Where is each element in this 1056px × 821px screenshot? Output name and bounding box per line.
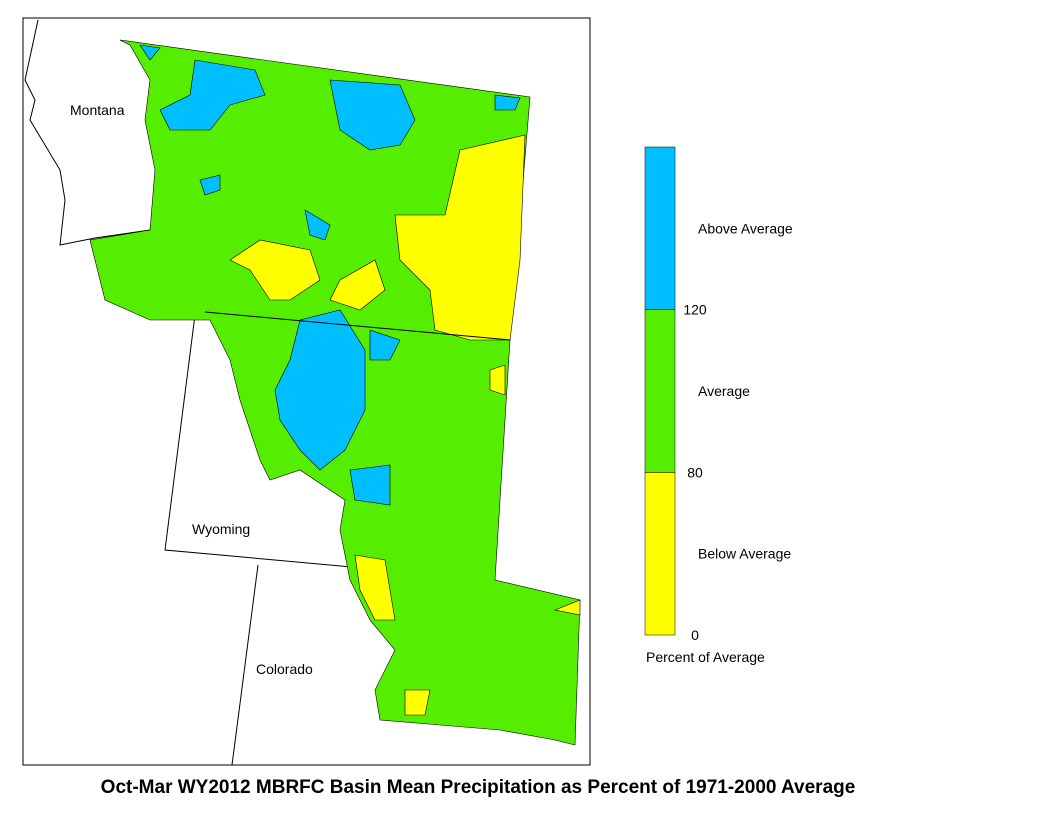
basin xyxy=(349,464,391,506)
basin xyxy=(139,44,161,61)
basin xyxy=(329,259,386,311)
state-border xyxy=(204,311,511,341)
basin xyxy=(553,599,581,616)
legend-class-label: Below Average xyxy=(698,546,791,562)
basin xyxy=(494,94,521,111)
state-label: Wyoming xyxy=(192,521,250,537)
state-label: Colorado xyxy=(256,661,313,677)
basin xyxy=(229,239,321,301)
legend-swatch xyxy=(644,309,676,473)
legend-swatch xyxy=(644,146,676,310)
legend: Below Average Average Above Average 0 80 120 xyxy=(644,146,793,643)
montana-outline xyxy=(24,19,151,246)
basin xyxy=(394,134,526,341)
above-average-basins xyxy=(139,44,521,506)
legend-tick-label: 120 xyxy=(683,302,707,318)
legend-tick-label: 0 xyxy=(691,627,699,643)
basin xyxy=(159,59,266,131)
legend-title: Percent of Average xyxy=(646,649,765,665)
legend-class-label: Above Average xyxy=(698,220,793,236)
colorado-outline xyxy=(231,564,259,766)
basin xyxy=(404,689,431,716)
basin xyxy=(274,309,366,471)
map: Montana Wyoming Colorado xyxy=(22,17,591,766)
legend-tick-label: 80 xyxy=(687,464,703,480)
basin xyxy=(199,174,221,196)
basin xyxy=(354,554,396,621)
basin xyxy=(304,209,331,241)
basin xyxy=(329,79,416,151)
state-label: Montana xyxy=(70,102,125,118)
basin xyxy=(369,329,401,361)
map-title: Oct-Mar WY2012 MBRFC Basin Mean Precipit… xyxy=(101,777,856,798)
legend-class-label: Average xyxy=(698,383,750,399)
below-average-basins xyxy=(229,134,581,716)
basin xyxy=(489,364,506,396)
legend-swatch xyxy=(644,472,676,636)
